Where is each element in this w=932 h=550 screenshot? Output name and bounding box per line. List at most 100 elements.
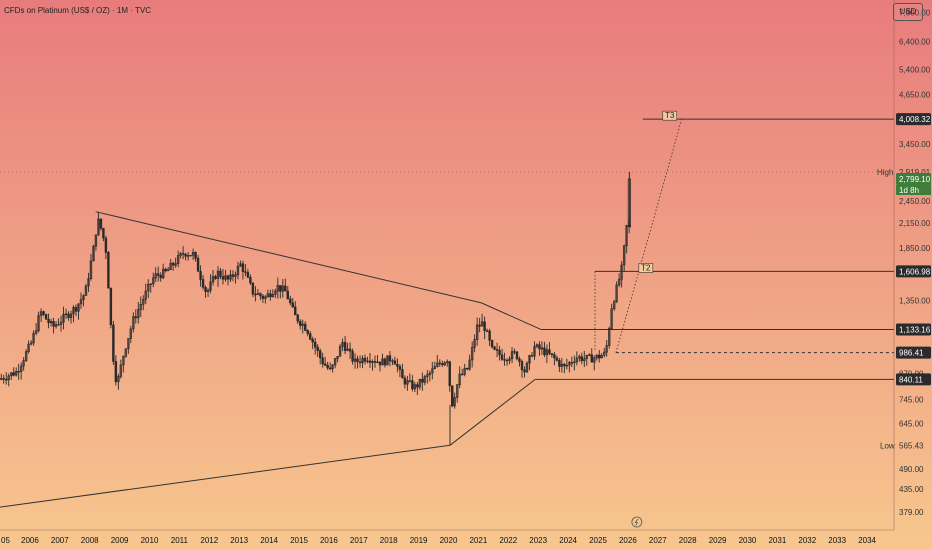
candle-body (184, 253, 187, 257)
candle-body (264, 296, 267, 299)
price-tag-bg (896, 346, 931, 359)
candle-body (309, 333, 312, 340)
candle-body (570, 362, 574, 364)
x-tick-label: 2018 (380, 536, 398, 545)
candle-body (490, 340, 494, 348)
candle-body (333, 358, 337, 366)
candle-body (129, 328, 133, 339)
candle-body (346, 348, 349, 351)
candle-body (573, 361, 576, 363)
candle-body (603, 351, 606, 356)
candle-body (37, 315, 40, 331)
candle-body (513, 351, 516, 353)
candle-body (530, 355, 534, 357)
price-tag-bg (896, 265, 931, 278)
candle-body (102, 227, 105, 239)
candle-body (87, 278, 90, 287)
candle-body (112, 324, 115, 362)
price-tag: 840.11 (899, 375, 923, 384)
candle-body (331, 364, 334, 370)
candle-body (291, 302, 294, 308)
candle-body (84, 285, 88, 296)
candle-body (132, 316, 135, 330)
candle-body (458, 373, 461, 386)
high-label: High (877, 168, 893, 177)
candle-body (171, 262, 175, 266)
y-tick-label: 435.00 (899, 485, 924, 494)
candle-body (438, 362, 441, 365)
candle-body (588, 354, 591, 356)
candle-body (196, 258, 200, 272)
candle-body (296, 314, 299, 322)
candle-body (460, 373, 464, 376)
candle-body (598, 354, 601, 359)
candle-body (107, 252, 110, 289)
candle-body (465, 367, 469, 370)
candle-body (590, 354, 593, 363)
candle-body (328, 367, 332, 370)
low-label: Low (880, 441, 895, 450)
x-tick-label: 2010 (141, 536, 159, 545)
drawing-lines (0, 118, 894, 508)
chart-title: CFDs on Platinum (US$ / OZ) · 1M · TVC (4, 6, 151, 15)
candle-body (57, 324, 60, 326)
candle-body (117, 376, 120, 383)
countdown-bg (896, 184, 931, 195)
y-tick-label: 379.00 (899, 508, 924, 517)
candle-body (620, 264, 623, 280)
candle-body (523, 369, 526, 373)
candle-body (313, 341, 317, 348)
candle-body (413, 384, 417, 390)
price-tag-bg (896, 373, 931, 386)
candle-body (89, 260, 93, 280)
candle-body (256, 293, 260, 295)
candle-body (401, 369, 404, 379)
candle-body (249, 277, 252, 284)
candle-body (67, 313, 70, 319)
x-tick-label: 05 (1, 536, 10, 545)
currency-button[interactable]: USD (893, 3, 923, 21)
candle-body (488, 330, 491, 341)
candle-body (416, 384, 419, 388)
candle-body (545, 349, 549, 356)
x-tick-label: 2006 (21, 536, 39, 545)
y-tick-label: 2,450.00 (899, 197, 931, 206)
candle-body (356, 358, 359, 363)
candle-body (7, 375, 10, 381)
candle-body (251, 282, 255, 295)
candle-body (585, 354, 588, 359)
candle-body (219, 270, 222, 277)
y-tick-label: 1,350.00 (899, 296, 931, 305)
candle-body (366, 360, 369, 363)
candle-body (47, 318, 50, 324)
candle-body (204, 287, 207, 292)
candle-body (77, 303, 80, 312)
upper-trendline-line (95, 211, 482, 304)
countdown: 1d 8h (899, 186, 919, 195)
y-tick-label: 6,400.00 (899, 37, 931, 46)
candle-body (408, 380, 412, 382)
candle-body (164, 268, 167, 272)
candle-body (162, 268, 165, 279)
candle-body (157, 273, 160, 276)
candle-body (39, 311, 43, 316)
candle-body (608, 328, 611, 346)
candle-body (199, 271, 202, 280)
candle-body (575, 357, 579, 363)
candle-body (5, 379, 8, 381)
candle-body (558, 360, 561, 367)
candle-body (326, 364, 329, 369)
candle-body (124, 348, 128, 357)
candle-body (236, 265, 240, 276)
candle-body (622, 245, 626, 266)
candle-body (443, 362, 446, 366)
candle-body (104, 237, 108, 253)
candle-body (560, 363, 564, 367)
candle-body (286, 290, 289, 300)
candle-body (27, 343, 30, 352)
candle-body (19, 365, 23, 372)
candle-body (24, 351, 28, 361)
candle-body (533, 346, 536, 357)
